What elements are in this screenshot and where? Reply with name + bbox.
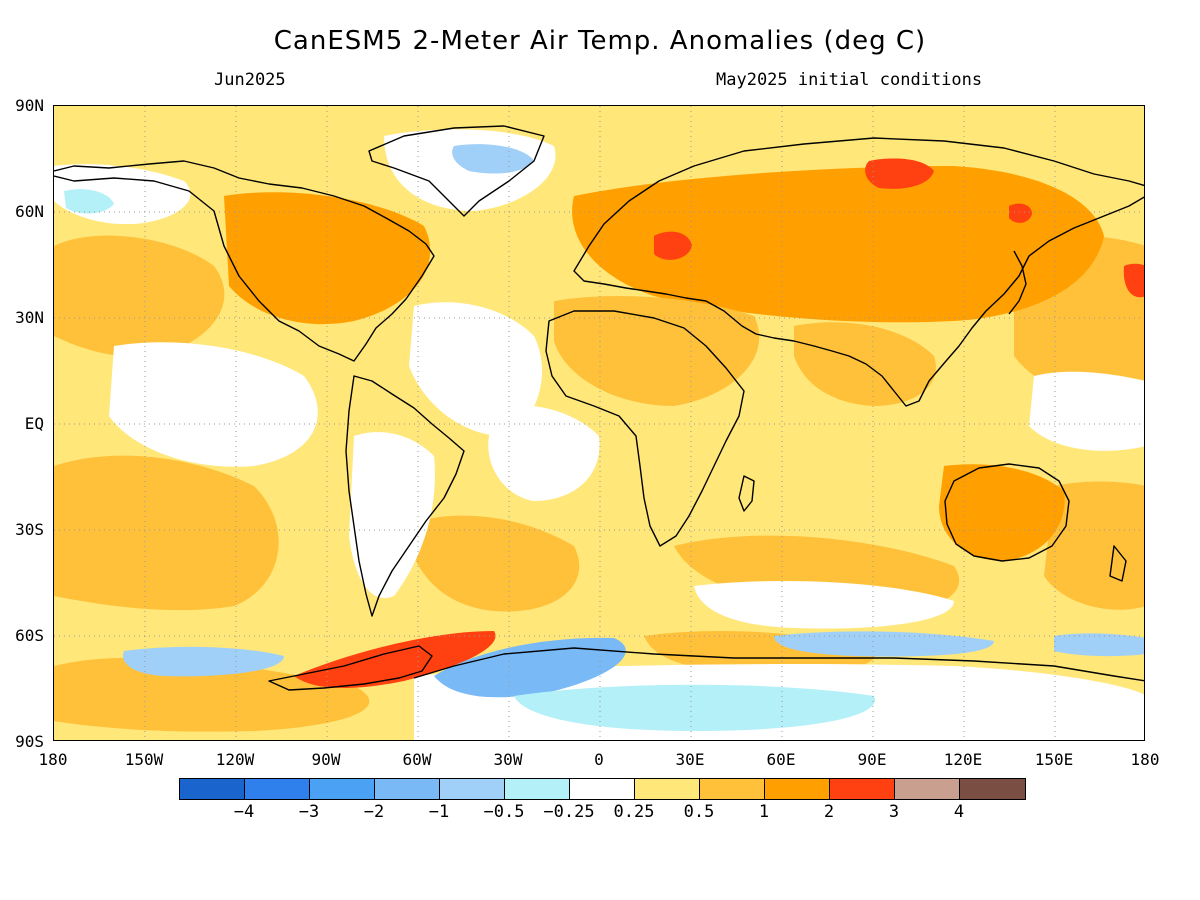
anomaly-region-antarctic-peninsula-hot <box>294 631 496 688</box>
lon-label-30e: 30E <box>675 750 705 769</box>
colorbar <box>179 778 1026 800</box>
anomaly-region-north-pacific-warm <box>54 235 225 357</box>
colorbar-tick-label: 1 <box>758 802 770 822</box>
colorbar-cell <box>700 779 765 799</box>
colorbar-tick-label: −3 <box>298 802 320 822</box>
anomaly-map-svg <box>54 106 1144 740</box>
anomaly-region-antarctic-interior-cool <box>514 684 875 731</box>
anomaly-region-southern-ocean-cold-pacific <box>123 646 285 677</box>
colorbar-cell <box>440 779 505 799</box>
anomaly-map <box>53 105 1145 741</box>
colorbar-cell <box>765 779 830 799</box>
lon-label-120e: 120E <box>943 750 983 769</box>
anomaly-region-east-pacific-neutral <box>109 342 318 467</box>
colorbar-cell <box>830 779 895 799</box>
anomaly-region-south-pacific-warm <box>54 455 279 611</box>
coastline-japan <box>1008 250 1027 315</box>
lon-label-180w: 180 <box>38 750 68 769</box>
lon-label-90w: 90W <box>311 750 341 769</box>
graticule <box>54 106 1144 740</box>
colorbar-cell <box>245 779 310 799</box>
colorbar-tick-label: 3 <box>888 802 900 822</box>
anomaly-region-arctic-cool <box>452 144 534 174</box>
anomaly-region-south-atlantic-warm <box>404 515 580 612</box>
anomaly-region-eastern-europe-hot <box>654 231 692 260</box>
colorbar-cell <box>895 779 960 799</box>
init-conditions-label: May2025 initial conditions <box>716 70 983 90</box>
lat-label-eq: EQ <box>24 414 44 433</box>
anomaly-region-southern-ocean-cool-east <box>774 631 994 657</box>
coastline-north-america <box>54 160 435 362</box>
colorbar-cell <box>180 779 245 799</box>
colorbar-tick-label: −1 <box>428 802 450 822</box>
coastlines <box>54 125 1144 691</box>
lon-label-30w: 30W <box>493 750 523 769</box>
lat-label-30s: 30S <box>15 520 44 539</box>
lon-label-120w: 120W <box>215 750 255 769</box>
colorbar-tick-label: 0.25 <box>613 802 655 822</box>
lat-label-60n: 60N <box>15 202 44 221</box>
coastline-madagascar <box>738 475 755 512</box>
lon-label-60w: 60W <box>402 750 432 769</box>
valid-month-label: Jun2025 <box>214 70 286 90</box>
colorbar-cell <box>635 779 700 799</box>
colorbar-cell <box>310 779 375 799</box>
coastline-australia <box>944 463 1070 562</box>
colorbar-cell <box>960 779 1025 799</box>
anomaly-region-east-pacific-warm <box>1044 481 1144 610</box>
lat-label-30n: 30N <box>15 308 44 327</box>
coastline-antarctic-peninsula <box>268 645 433 691</box>
lat-label-90s: 90S <box>15 732 44 751</box>
lon-label-180e: 180 <box>1130 750 1160 769</box>
anomaly-region-north-africa-warm <box>554 296 760 406</box>
coastline-antarctica <box>413 647 1144 682</box>
colorbar-cell <box>375 779 440 799</box>
lon-label-150e: 150E <box>1034 750 1074 769</box>
colorbar-cell <box>505 779 570 799</box>
colorbar-tick-label: 2 <box>823 802 835 822</box>
anomaly-region-southern-ocean-cold-atlantic <box>434 637 626 698</box>
lat-label-90n: 90N <box>15 96 44 115</box>
colorbar-tick-label: 4 <box>953 802 965 822</box>
coastline-south-america <box>345 375 465 617</box>
anomaly-region-north-pacific-east-hot <box>1123 263 1144 298</box>
anomaly-region-far-east-russia-hot <box>1009 203 1032 223</box>
anomaly-region-alaska-cool <box>64 189 114 214</box>
anomaly-region-west-pacific-neutral <box>1029 371 1144 451</box>
colorbar-tick-label: −0.5 <box>483 802 525 822</box>
lon-label-60e: 60E <box>766 750 796 769</box>
anomaly-region-north-america-warm <box>224 192 431 325</box>
colorbar-tick-label: −4 <box>233 802 255 822</box>
lon-label-150w: 150W <box>124 750 164 769</box>
colorbar-tick-label: −0.25 <box>543 802 595 822</box>
colorbar-tick-label: 0.5 <box>683 802 715 822</box>
anomaly-region-southern-ocean-cool-far-east <box>1054 633 1144 657</box>
anomaly-region-eurasia-warm <box>572 166 1104 323</box>
anomaly-region-indian-ocean-neutral <box>694 581 954 629</box>
lat-label-60s: 60S <box>15 626 44 645</box>
anomaly-region-atlantic-neutral <box>409 302 543 436</box>
coastline-africa <box>545 310 745 547</box>
colorbar-cell <box>570 779 635 799</box>
colorbar-tick-label: −2 <box>363 802 385 822</box>
anomaly-region-australia-warm <box>939 464 1065 561</box>
coastline-new-zealand <box>1109 545 1127 582</box>
lon-label-0: 0 <box>594 750 604 769</box>
anomaly-region-siberia-hot <box>865 158 934 189</box>
coastline-eurasia <box>573 137 1144 407</box>
anomaly-region-south-america-neutral <box>349 432 435 598</box>
coastline-greenland <box>368 125 545 217</box>
chart-title: CanESM5 2-Meter Air Temp. Anomalies (deg… <box>273 26 927 56</box>
anomaly-region-equatorial-atlantic-neutral <box>488 404 600 501</box>
lon-label-90e: 90E <box>857 750 887 769</box>
